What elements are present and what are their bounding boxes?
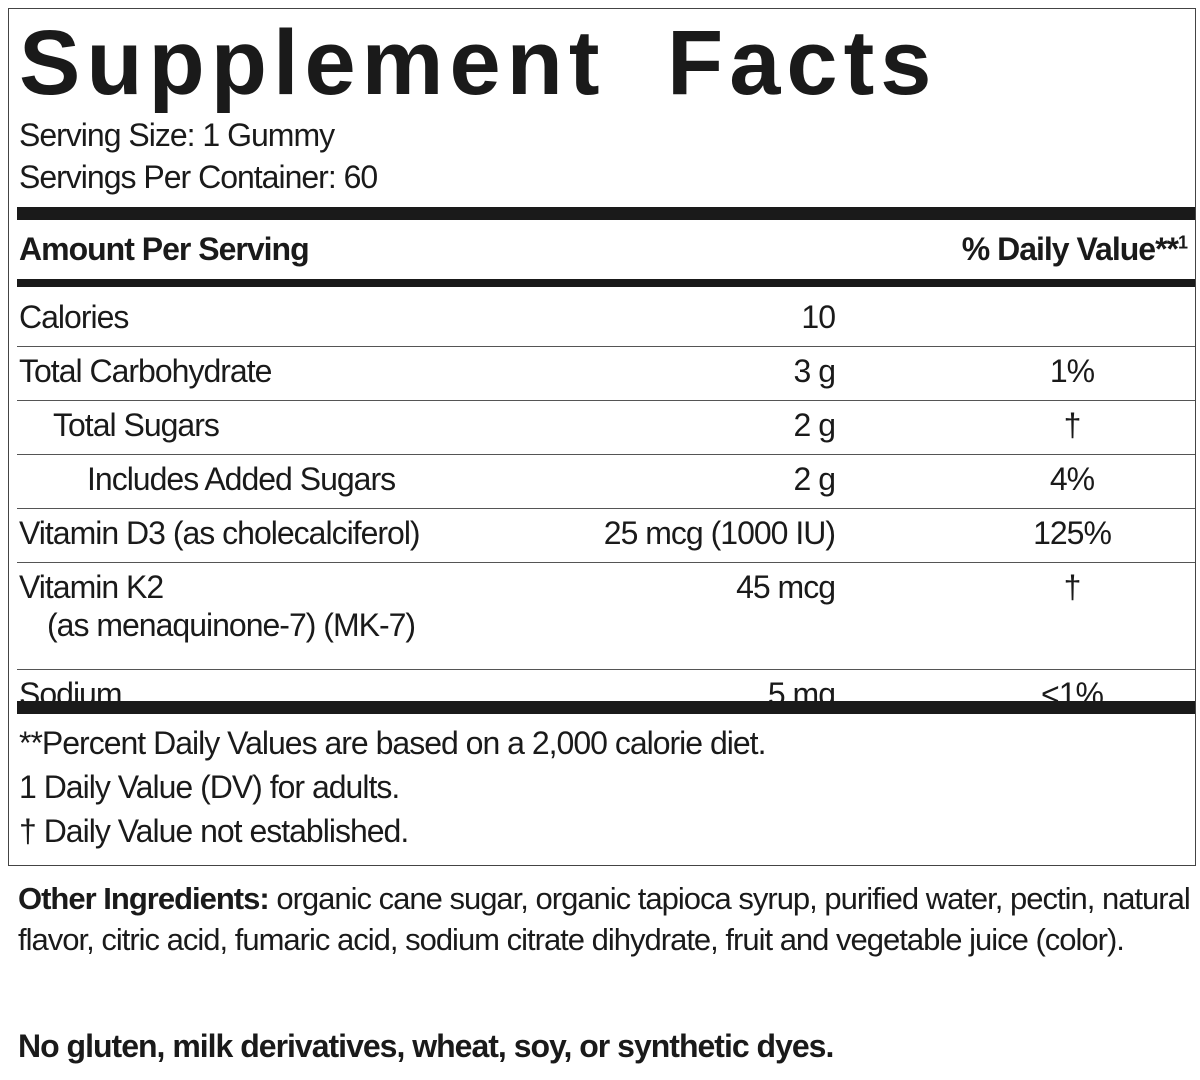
thick-rule (17, 207, 1195, 220)
nutrient-row: Total Carbohydrate 3 g 1% (17, 347, 1195, 401)
nutrient-amount: 2 g (793, 407, 836, 443)
nutrient-name: Vitamin D3 (as cholecalciferol) (19, 515, 421, 551)
nutrient-amount: 3 g (793, 353, 836, 389)
footnote: † Daily Value not established. (19, 813, 409, 849)
nutrient-row: Includes Added Sugars 2 g 4% (17, 455, 1195, 509)
header-amount: Amount Per Serving (19, 231, 310, 267)
nutrient-name: Calories (19, 299, 129, 335)
nutrient-row: Vitamin D3 (as cholecalciferol) 25 mcg (1… (17, 509, 1195, 563)
nutrient-name: Total Carbohydrate (19, 353, 272, 389)
serving-size: Serving Size: 1 Gummy (19, 117, 335, 153)
allergen-statement: No gluten, milk derivatives, wheat, soy,… (18, 1028, 834, 1064)
nutrient-rows: Calories 10 Total Carbohydrate 3 g 1% Total S… (17, 293, 1195, 723)
rule (17, 279, 1195, 287)
nutrient-name: Vitamin K2 (19, 569, 164, 605)
nutrient-amount: 45 mcg (736, 569, 836, 605)
nutrient-amount: 10 (801, 299, 836, 335)
thick-rule (17, 701, 1195, 714)
header-dv-text: % Daily Value** (961, 231, 1179, 267)
nutrient-row: Vitamin K2 (as menaquinone-7) (MK-7) 45 mc… (17, 563, 1195, 670)
nutrient-row: Total Sugars 2 g † (17, 401, 1195, 455)
servings-per-container: Servings Per Container: 60 (19, 159, 378, 195)
ingredients: Other Ingredients: organic cane sugar, o… (18, 878, 1196, 960)
nutrient-name: Total Sugars (53, 407, 220, 443)
nutrient-name: Includes Added Sugars (87, 461, 396, 497)
daily-value: † (1063, 407, 1082, 443)
nutrient-amount: 2 g (793, 461, 836, 497)
footnote: 1 Daily Value (DV) for adults. (19, 769, 400, 805)
header-daily-value: % Daily Value**1 (961, 231, 1188, 268)
daily-value: 1% (1049, 353, 1095, 389)
nutrient-detail: (as menaquinone-7) (MK-7) (47, 607, 416, 643)
daily-value: 125% (1033, 515, 1112, 551)
nutrient-row: Calories 10 (17, 293, 1195, 347)
daily-value: 4% (1049, 461, 1095, 497)
title: Supplement Facts (19, 12, 938, 114)
nutrient-amount: 25 mcg (1000 IU) (603, 515, 836, 551)
ingredients-label: Other Ingredients: (18, 881, 270, 916)
footnote: **Percent Daily Values are based on a 2,… (19, 725, 766, 761)
nutrient-row: Sodium 5 mg <1% (17, 670, 1195, 723)
ingredients-text: organic cane sugar, organic tapioca syru… (18, 881, 1191, 957)
daily-value: † (1063, 569, 1082, 605)
facts-panel: Supplement Facts Serving Size: 1 Gummy S… (8, 8, 1196, 866)
header-dv-sup: 1 (1177, 232, 1188, 253)
